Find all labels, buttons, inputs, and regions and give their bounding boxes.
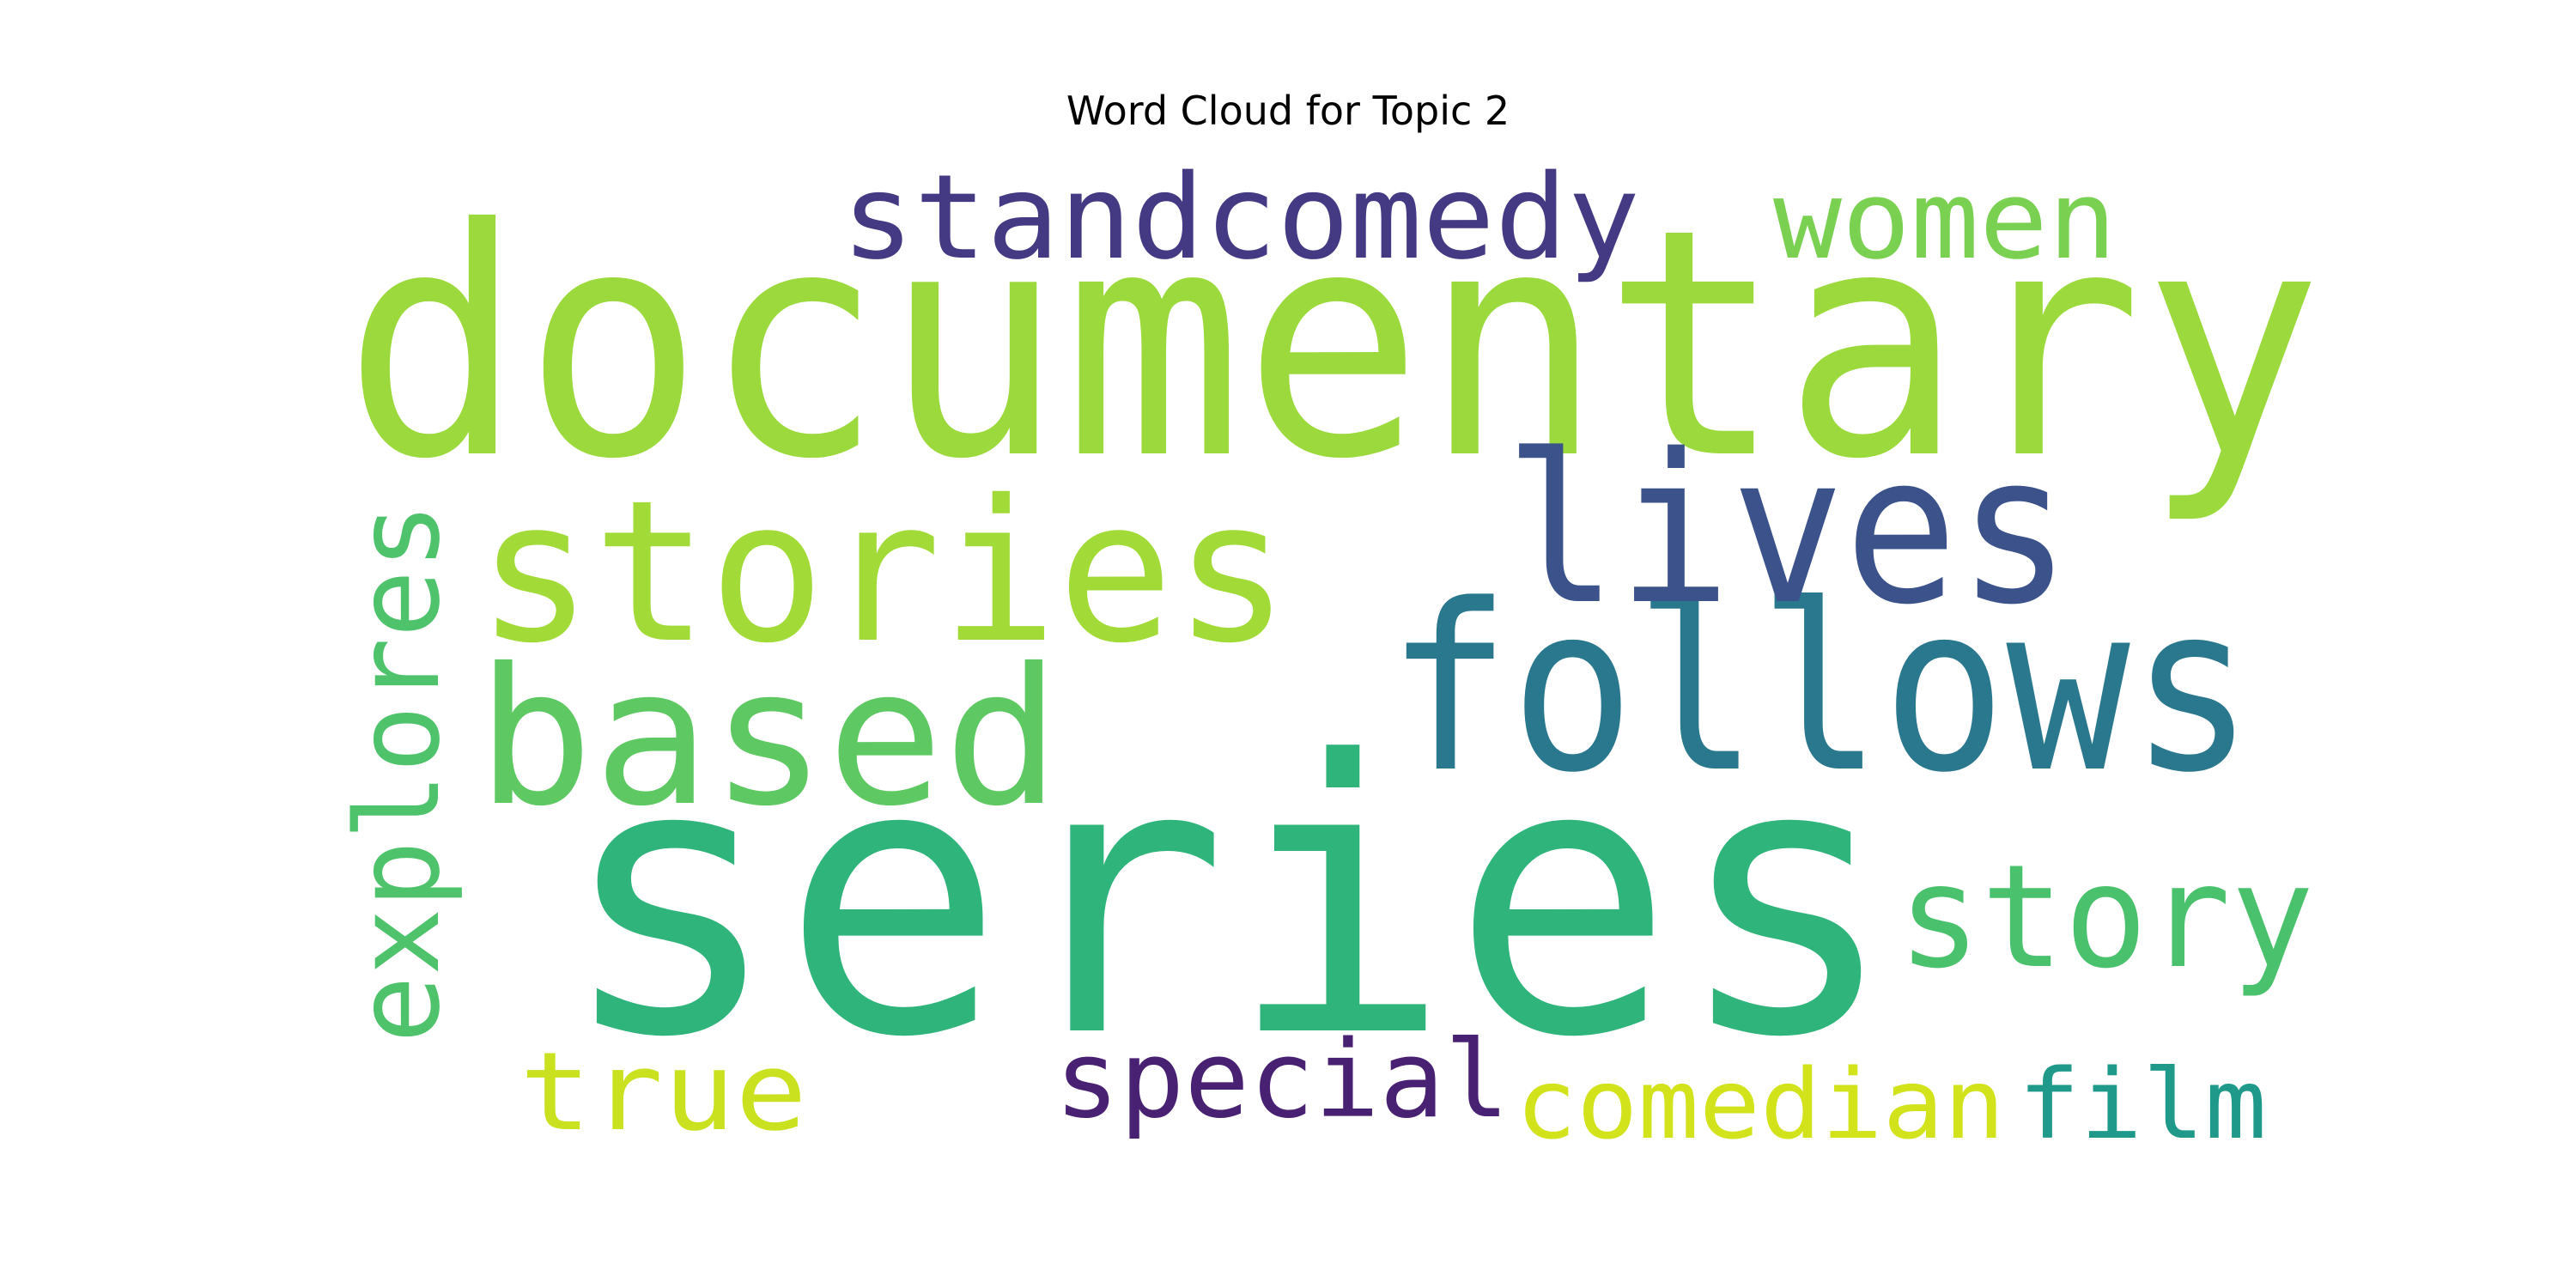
word-series: series [558, 682, 1898, 1120]
chart-title: Word Cloud for Topic 2 [1066, 88, 1510, 134]
word-women: women [1773, 157, 2117, 283]
word-explores: explores [331, 502, 465, 1043]
word-documentary: documentary [343, 162, 2323, 528]
cloud-words: documentary series stories follows lives… [331, 150, 2323, 1161]
word-stories: stories [477, 458, 1290, 686]
word-true: true [519, 1029, 807, 1155]
word-comedian: comedian [1516, 1049, 2005, 1161]
word-film: film [2018, 1049, 2267, 1161]
word-special: special [1054, 1018, 1510, 1142]
word-based: based [477, 628, 1060, 848]
word-story: story [1898, 835, 2314, 1000]
word-follows: follows [1387, 556, 2254, 823]
word-lives: lives [1504, 410, 2071, 650]
word-standcomedy: standcomedy [841, 150, 1640, 286]
